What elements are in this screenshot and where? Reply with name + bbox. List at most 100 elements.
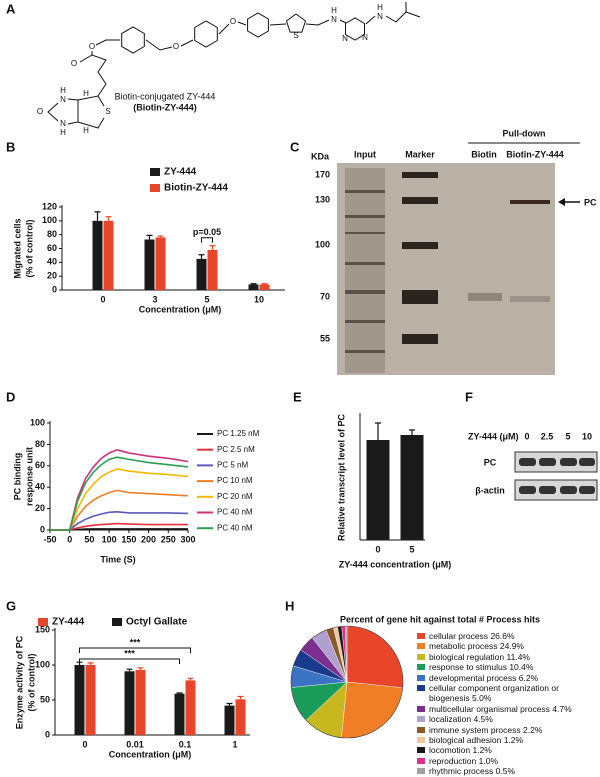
band [345,290,385,294]
bond [339,19,347,24]
blot-lane: 10 [582,431,592,441]
error-bar [261,283,268,285]
bar [185,680,196,735]
band [345,350,385,353]
band [402,242,438,249]
legend-swatch [150,168,160,176]
legend-entry: rhythmic process 0.5% [417,766,597,776]
x-tick-label: 0 [82,739,87,749]
legend-label: Octyl Gallate [126,617,188,628]
error-bar [198,254,205,259]
legend-label: cellular component organization or bioge… [429,683,559,704]
atom-label: N [331,15,337,24]
y-tick-label: 20 [47,271,57,281]
x-tick-label: 200 [141,534,156,544]
legend-value: 5.0% [472,693,492,704]
band [539,458,556,466]
legend-label: response to stimulus [429,662,507,673]
legend-value: 11.4% [506,651,530,662]
error-bar [250,283,257,285]
band [539,486,556,494]
blot-row: β-actin [475,485,505,495]
legend-entry: developmental process 6.2% [417,673,597,683]
error-bar [375,422,381,440]
band [519,486,536,494]
band [579,458,595,466]
legend-label: locomotion [429,745,471,756]
legend-swatch [417,664,425,671]
band [560,458,577,466]
bar [155,237,166,290]
bar [124,671,135,735]
legend-label: PC 2.5 nM [217,445,255,454]
y-axis-label: (% of control) [26,654,36,712]
y-tick-label: 0 [52,284,57,294]
y-tick-label: 120 [42,201,57,211]
y-tick-label: 0 [45,729,50,739]
atom-label: O [230,17,236,26]
annotation: *** [124,648,135,658]
atom-label: H [377,3,383,12]
error-bar [126,668,133,672]
error-bar [105,216,112,221]
error-bar [226,702,233,706]
legend-label: PC 40 nM [217,508,253,517]
legend-entry: localization 4.5% [417,714,597,724]
legend-label: PC 5 nM [217,461,248,470]
y-tick-label: 50 [40,694,50,704]
band [345,215,385,218]
size-marker: 70 [320,291,330,301]
y-axis-label: (% of control) [24,220,34,278]
ring [121,26,145,54]
y-tick-label: 40 [35,482,45,492]
bar [92,220,103,290]
y-tick-label: 60 [35,460,45,470]
y-tick-label: 80 [47,229,57,239]
lane-label: Biotin-ZY-444 [506,149,564,159]
legend-label: ZY-444 [52,617,85,628]
x-tick-label: 50 [84,534,94,544]
x-tick-label: 0 [100,294,105,304]
x-tick-label: 10 [254,294,264,304]
y-axis-label: Enzyme activity of PC [14,635,24,729]
atom-label: S [105,107,110,116]
y-tick-label: 100 [30,417,45,427]
legend-swatch [417,726,425,733]
atom-label: N [342,34,348,43]
x-tick-label: 1 [232,739,237,749]
bond [67,98,79,125]
legend-label: PC 1.25 nM [217,429,260,438]
bar [207,249,218,290]
panel-label: D [6,389,15,404]
legend-entry: immune system process 2.2% [417,725,597,735]
treatment-label: ZY-444 (μM) [468,431,519,441]
gel-unit: KDa [311,151,330,161]
legend-entry: cellular process 26.6% [417,631,597,641]
panel-label: A [6,1,16,16]
marker-bands [402,172,438,344]
legend-swatch [417,716,425,723]
western-blot [514,451,598,501]
legend-entry: locomotion 1.2% [417,745,597,755]
y-tick-label: 40 [47,257,57,267]
legend-label: metabolic process [429,641,498,652]
size-marker: 170 [315,169,330,179]
legend-label: Biotin-ZY-444 [164,183,228,194]
legend-value: 24.9% [499,641,524,652]
legend-swatch [417,747,425,754]
panel-label: C [290,139,300,154]
x-tick-label: 0.1 [179,739,192,749]
size-marker: 130 [315,194,330,204]
y-axis-label: PC binding [12,453,22,501]
atom-label: S [293,31,298,40]
size-marker: 100 [315,239,330,249]
legend-label: PC 40 nM [217,523,253,532]
legend-swatch [112,618,122,626]
band [519,458,536,466]
error-bar [409,429,415,435]
error-bar [209,245,216,250]
legend-swatch [417,768,425,775]
bar [366,440,390,540]
legend-entry: multicellular organismal process 4.7% [417,704,597,714]
